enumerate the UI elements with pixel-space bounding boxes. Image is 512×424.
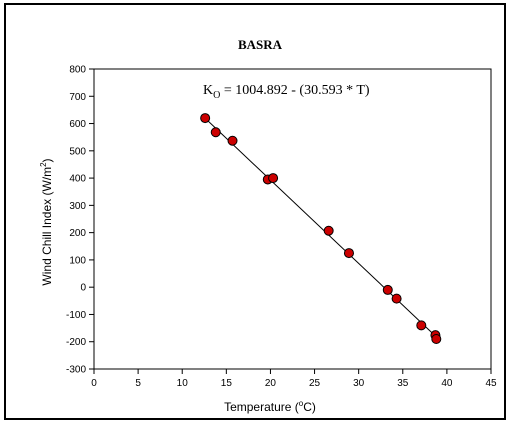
y-tick-label: -100 [66,310,86,321]
data-point [227,135,238,146]
data-point [431,334,442,344]
x-tick-label: 40 [441,378,453,389]
chart-title: BASRA [238,37,283,52]
x-tick-label: 5 [135,378,141,389]
x-tick-label: 35 [397,378,409,389]
regression-equation: KO = 1004.892 - (30.593 * T) [203,83,370,101]
data-point [382,284,393,295]
x-tick-label: 10 [177,378,189,389]
data-point [343,248,354,259]
data-point [210,127,221,138]
plot-frame [93,68,492,370]
chart-svg: BASRA KO = 1004.892 - (30.593 * T) 0 5 10 1… [39,37,497,414]
y-tick-label: 400 [69,174,86,185]
y-tick-label: -300 [66,365,86,376]
data-point [200,113,211,124]
y-tick-label: 300 [69,201,86,212]
x-tick-label: 0 [91,378,97,389]
plot-area: 0 5 10 15 20 25 30 35 40 45 -300 -200 -100 0 100 200 300… [66,65,497,390]
y-tick-label: 100 [69,255,86,266]
x-tick-label: 15 [221,378,233,389]
data-point [416,320,427,331]
regression-line [204,117,437,338]
x-axis-label: Temperature (oC) [224,399,316,414]
x-tick-label: 45 [485,378,497,389]
x-tick-label: 30 [353,378,365,389]
data-point [268,173,279,184]
y-tick-label: 0 [80,283,86,294]
data-point [391,293,402,304]
y-tick-label: 200 [69,228,86,239]
y-tick-label: -200 [66,337,86,348]
y-axis-label: Wind Chill Index (W/m2) [39,158,54,285]
y-tick-label: 500 [69,146,86,157]
chart-figure: BASRA KO = 1004.892 - (30.593 * T) 0 5 10 1… [4,3,506,420]
y-tick-label: 600 [69,119,86,130]
y-tick-label: 800 [69,65,86,76]
x-tick-label: 25 [309,378,321,389]
x-tick-label: 20 [265,378,277,389]
y-tick-label: 700 [69,92,86,103]
data-point [323,225,334,236]
